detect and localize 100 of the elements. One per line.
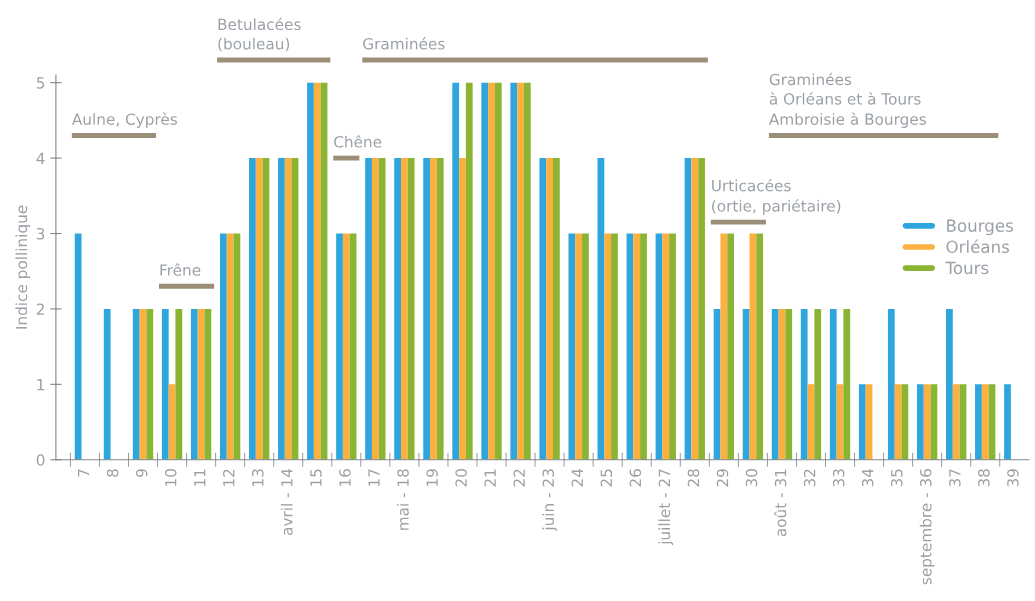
bar: [1004, 384, 1011, 460]
bar: [662, 233, 670, 460]
bar: [552, 158, 560, 460]
bar: [146, 308, 154, 460]
bar: [219, 233, 227, 460]
legend-label: Bourges: [947, 219, 1013, 236]
text: Graminées: [363, 37, 445, 50]
bar: [604, 233, 612, 460]
bar: [814, 308, 822, 460]
legend-label: Orléans: [946, 239, 1010, 254]
x-tick-label: 15: [310, 469, 322, 486]
bar: [843, 308, 851, 460]
bar: [74, 233, 82, 460]
bar: [430, 158, 437, 460]
bar: [640, 233, 647, 460]
x-tick-label: 19: [426, 469, 438, 486]
x-tick-label: avril - 14: [280, 468, 293, 536]
x-tick-label: 17: [368, 469, 380, 486]
y-tick-label: 1: [37, 379, 45, 391]
bar: [923, 384, 931, 460]
x-tick-label: 24: [571, 468, 583, 487]
annotation: Aulne, Cyprès: [71, 112, 177, 128]
bar: [946, 308, 953, 460]
bar: [465, 82, 473, 460]
x-tick-label: 38: [978, 469, 990, 487]
bar: [488, 82, 495, 460]
x-tick-label: 30: [745, 469, 758, 487]
bar: [611, 233, 618, 460]
bar: [378, 158, 386, 460]
bar: [336, 233, 343, 460]
bar: [952, 384, 960, 460]
x-tick-label: 32: [803, 469, 816, 487]
y-tick-label: 4: [36, 152, 45, 164]
bar: [249, 158, 256, 460]
bar: [342, 233, 350, 460]
y-axis-title: Indice pollinique: [15, 205, 31, 329]
x-tick-label: 28: [687, 469, 700, 487]
text: Betulacées (bouleau): [218, 17, 301, 52]
y-tick-label: 0: [36, 454, 45, 466]
bar: [307, 82, 314, 460]
bar: [633, 233, 641, 460]
bar: [394, 158, 401, 460]
bar: [313, 82, 321, 460]
x-tick-label: 25: [600, 469, 613, 487]
bar: [669, 233, 676, 460]
x-tick-label: septembre - 36: [919, 469, 935, 585]
y-tick-label: 3: [36, 227, 45, 240]
bar: [371, 158, 379, 460]
bar: [858, 384, 866, 460]
bar: [742, 308, 750, 460]
x-tick-label: 7: [78, 469, 90, 477]
bar: [720, 233, 728, 460]
x-tick-label: 35: [890, 469, 903, 487]
legend-label: Tours: [945, 261, 989, 275]
y-tick-label: 5: [36, 77, 45, 89]
bar: [423, 158, 431, 460]
bar: [727, 233, 735, 460]
bar: [284, 158, 292, 460]
x-tick-label: 37: [949, 469, 961, 487]
x-tick-label: 22: [513, 469, 525, 487]
x-tick-label: 13: [252, 469, 264, 486]
bar: [365, 158, 372, 460]
x-tick-label: 29: [716, 469, 729, 487]
bar: [407, 158, 415, 460]
bar: [981, 384, 989, 460]
x-tick-label: 16: [339, 469, 351, 486]
bar: [546, 158, 553, 460]
bar: [401, 158, 408, 460]
x-tick-label: 34: [861, 468, 874, 487]
annotation: Chêne: [334, 135, 382, 148]
bar: [691, 158, 699, 460]
bar: [539, 158, 547, 460]
bar: [517, 82, 524, 460]
bar: [132, 308, 140, 460]
bar: [698, 158, 705, 460]
annotation: Urticacées (ortie, pariétaire): [712, 178, 841, 215]
bar: [785, 308, 793, 460]
bar: [481, 82, 489, 460]
x-tick-label: 33: [832, 469, 845, 487]
bar: [756, 233, 764, 460]
bar: [226, 233, 234, 460]
bar: [204, 308, 212, 460]
x-tick-label: 26: [629, 469, 642, 487]
bar: [975, 384, 982, 460]
bar: [494, 82, 502, 460]
bar: [800, 308, 808, 460]
bar: [459, 158, 466, 460]
bar: [901, 384, 909, 460]
y-tick-label: 2: [36, 303, 44, 315]
x-tick-label: 9: [135, 469, 148, 477]
annotation: Graminées à Orléans et à Tours Ambroisie à Bourges: [768, 72, 926, 128]
x-tick-label: 8: [106, 469, 119, 477]
bar: [175, 308, 183, 460]
bar: [916, 384, 924, 460]
x-tick-label: juillet - 27: [658, 469, 674, 546]
x-tick-label: 20: [455, 469, 467, 487]
annotation: Frêne: [160, 263, 201, 276]
bar: [103, 308, 111, 460]
x-tick-label: 10: [164, 469, 177, 486]
bar: [161, 308, 169, 460]
